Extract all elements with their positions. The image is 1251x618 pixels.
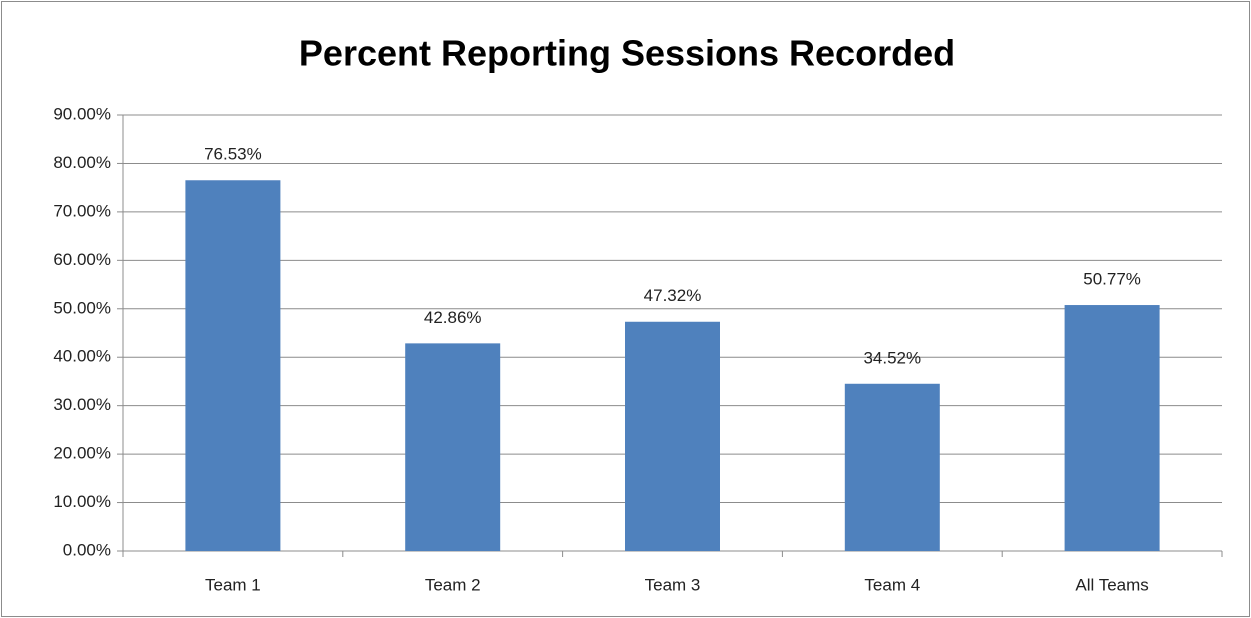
bar [625,321,720,551]
bar [1064,305,1160,551]
y-tick-label: 60.00% [53,250,111,269]
x-tick-label: Team 1 [205,575,261,594]
y-tick-label: 0.00% [63,540,111,559]
x-tick-label: Team 3 [645,575,701,594]
data-label: 47.32% [644,286,702,305]
x-tick-label: Team 2 [425,575,481,594]
bar [405,343,501,551]
y-tick-label: 90.00% [53,104,111,123]
x-tick-label: Team 4 [864,575,920,594]
y-tick-label: 30.00% [53,395,111,414]
y-tick-label: 40.00% [53,347,111,366]
chart-title: Percent Reporting Sessions Recorded [299,33,955,74]
data-label: 42.86% [424,308,482,327]
bar [185,180,281,551]
y-tick-label: 10.00% [53,492,111,511]
y-tick-label: 20.00% [53,444,111,463]
y-tick-label: 80.00% [53,153,111,172]
y-tick-label: 50.00% [53,298,111,317]
x-tick-label: All Teams [1075,575,1148,594]
data-label: 76.53% [204,145,262,164]
data-label: 50.77% [1083,270,1141,289]
data-label: 34.52% [863,348,921,367]
bar [844,383,940,551]
y-tick-label: 70.00% [53,201,111,220]
